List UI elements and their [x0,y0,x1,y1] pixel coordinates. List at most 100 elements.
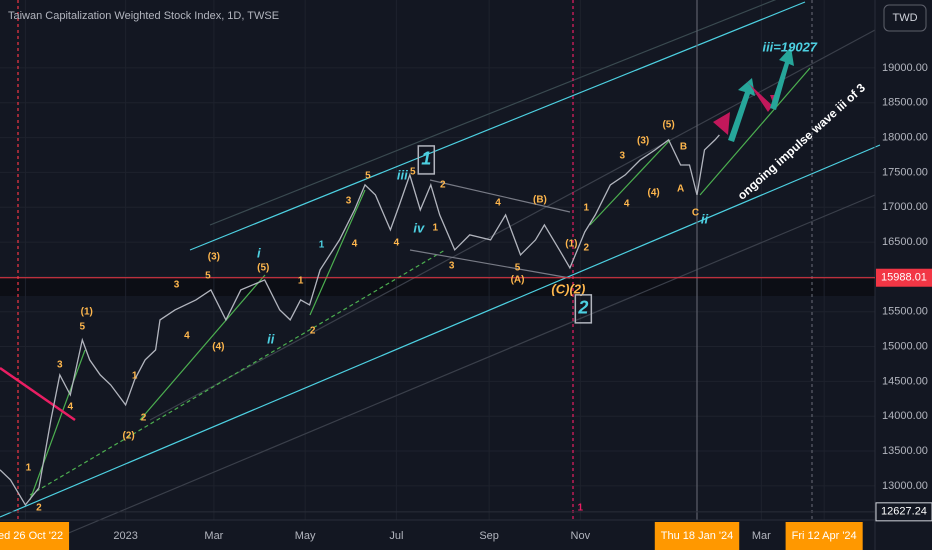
wave-label: 2 [577,298,588,318]
price-line-series [0,134,720,507]
wave-label: i [257,245,261,260]
wave-label: 4 [184,331,190,342]
wave-label: A [677,184,684,195]
x-tick-label: Wed 26 Oct '22 [0,530,63,542]
wave-label: 5 [205,271,211,282]
wave-label: 4 [624,199,630,210]
x-tick-highlight [654,522,740,550]
x-tick-label: May [295,530,316,542]
wave-label: (B) [533,195,547,206]
wave-label: 3 [449,261,455,272]
price-badge [875,502,932,522]
price-label: 15988.01 [881,272,927,284]
wave-label: (3) [637,136,649,147]
x-tick-label: Mar [204,530,223,542]
currency[interactable]: TWD [892,12,917,24]
wave-label: 5 [515,263,521,274]
wave-label: iii=19027 [762,39,817,54]
wave-label: 1 [584,203,590,214]
x-tick-highlight [0,522,70,550]
y-tick-label: 13000.00 [882,480,928,492]
wave-label: 3 [346,196,352,207]
wave-label: (3) [208,252,220,263]
channel-thin [39,194,876,546]
wave-label: 2 [440,180,446,191]
y-tick-label: 14500.00 [882,375,928,387]
wave-label: 4 [495,198,501,209]
drawings [0,0,881,546]
wave-label: (5) [662,120,674,131]
chart-title: Taiwan Capitalization Weighted Stock Ind… [8,10,279,22]
trend-line [0,366,76,422]
wave-label: 5 [365,171,371,182]
x-tick-label: Jul [389,530,403,542]
y-tick-label: 14000.00 [882,410,928,422]
wave-label: 2 [141,413,147,424]
trend-line [409,249,571,279]
x-tick-label: Fri 12 Apr '24 [792,530,857,542]
wave-label: 1 [132,371,138,382]
y-tick-label: 15500.00 [882,306,928,318]
x-tick-label: Thu 18 Jan '24 [661,530,733,542]
trend-line [429,179,571,213]
wave-label: 3 [619,151,625,162]
arrow [770,47,794,110]
wave-label: 1 [578,503,584,514]
wave-label: 2 [310,326,316,337]
x-tick-highlight [785,522,863,550]
wave-label: ii [701,211,709,226]
trend-line [309,189,366,316]
wave-label: (2) [123,430,135,441]
wave-label: ii [267,331,275,346]
wave-label: 1 [26,463,32,474]
price-label: 12627.24 [881,506,927,518]
x-tick-label: Sep [479,530,499,542]
trend-line [29,249,446,496]
wave-label: B [680,142,687,153]
wave-box [574,294,593,324]
trend-line [29,349,86,501]
band [0,278,875,296]
currency-box[interactable] [883,4,927,32]
wave-box [417,145,436,175]
wave-label: 4 [394,238,400,249]
wave-label: 3 [174,280,180,291]
y-tick-label: 18500.00 [882,97,928,109]
wave-label: (1) [565,239,577,250]
wave-label: 5 [410,167,416,178]
wave-label: (4) [648,188,660,199]
trend-line [699,67,811,196]
price-badge [876,268,932,287]
wave-label: 3 [57,360,63,371]
wave-label: (A) [511,275,525,286]
wave-label: iv [413,220,425,235]
wave-label: iii [397,167,408,182]
wave-label: 1 [421,149,431,169]
wave-label: 4 [352,239,358,250]
wave-label: 1 [298,276,304,287]
y-tick-label: 17000.00 [882,201,928,213]
channel-lower [0,144,881,518]
y-tick-label: 18000.00 [882,131,928,143]
x-tick-label: Mar [752,530,771,542]
wave-label: 1 [319,240,325,251]
wave-label: 2 [36,503,42,514]
x-tick-label: 2023 [113,530,137,542]
wave-label: 1 [432,223,438,234]
trend-line [589,139,671,226]
arrow [745,80,780,112]
channel-thin [209,0,777,226]
y-tick-label: 15000.00 [882,340,928,352]
wave-label: 5 [79,322,85,333]
wave-label: (C)(2) [551,281,585,296]
y-tick-label: 19000.00 [882,62,928,74]
y-tick-label: 13500.00 [882,445,928,457]
x-tick-label: Nov [571,530,591,542]
channel-upper [189,1,806,251]
y-tick-label: 17500.00 [882,166,928,178]
trend-line [139,274,266,421]
arrow [713,112,730,135]
arrow [728,78,755,142]
